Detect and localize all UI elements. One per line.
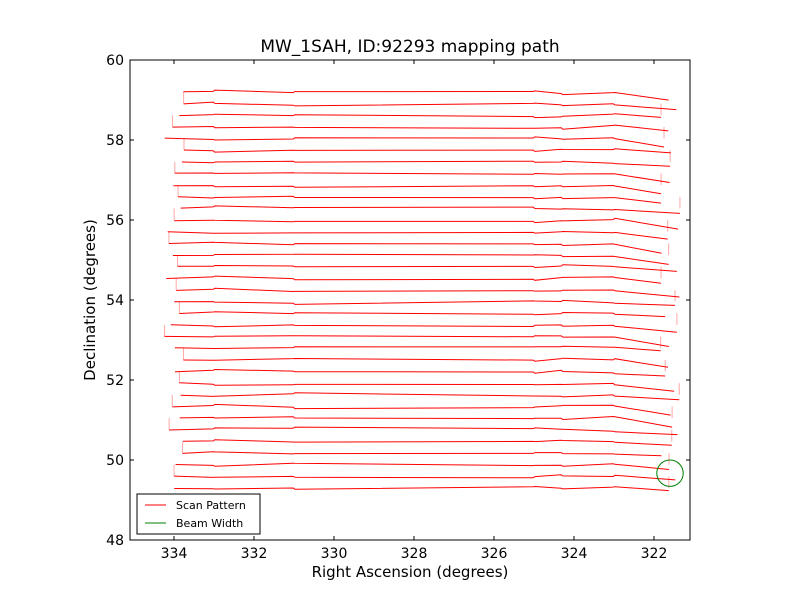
- x-tick-label: 334: [161, 546, 188, 562]
- scan-row: [174, 217, 679, 230]
- y-tick-label: 50: [106, 453, 124, 469]
- scan-row: [179, 113, 662, 119]
- legend-box: [136, 493, 261, 535]
- scan-row: [177, 264, 677, 272]
- y-axis-ticks: 48 50 52 54 56 58 60: [106, 53, 690, 549]
- x-tick-label: 324: [561, 546, 588, 562]
- y-tick-label: 48: [106, 533, 124, 549]
- scan-row: [183, 148, 672, 154]
- scan-row: [174, 299, 676, 306]
- scan-row: [174, 345, 661, 352]
- beam-width-circle: [656, 459, 684, 487]
- beam-width-group: [656, 459, 684, 487]
- scan-row: [164, 136, 665, 148]
- scan-row: [174, 172, 670, 183]
- y-tick-label: 52: [106, 373, 124, 389]
- y-axis-label: Declination (degrees): [81, 219, 99, 381]
- scan-row: [182, 451, 662, 457]
- scan-row: [173, 184, 662, 195]
- scan-row: [179, 311, 666, 318]
- scan-row: [183, 357, 669, 368]
- scan-row: [179, 382, 675, 392]
- scan-row: [168, 241, 662, 254]
- scan-row: [172, 403, 671, 416]
- scan-row: [170, 324, 677, 333]
- scan-row: [172, 253, 669, 265]
- chart-title: MW_1SAH, ID:92293 mapping path: [260, 37, 559, 57]
- scan-row: [182, 439, 672, 446]
- y-tick-label: 58: [106, 133, 124, 149]
- scan-row: [169, 426, 678, 436]
- x-tick-label: 326: [481, 546, 508, 562]
- x-tick-label: 322: [641, 546, 668, 562]
- legend-label-beam-width: Beam Width: [176, 517, 243, 530]
- scan-row: [177, 195, 662, 204]
- scan-row: [167, 230, 668, 240]
- y-tick-label: 54: [106, 293, 124, 309]
- y-tick-label: 60: [106, 53, 124, 69]
- x-tick-label: 332: [241, 546, 268, 562]
- legend-label-scan-pattern: Scan Pattern: [176, 499, 246, 512]
- scan-row: [173, 474, 676, 481]
- scan-row: [183, 101, 677, 111]
- scan-row: [166, 275, 662, 284]
- scan-row: [180, 205, 680, 214]
- scan-row: [174, 485, 669, 492]
- scan-row: [176, 287, 680, 298]
- scan-row: [164, 335, 669, 347]
- scan-pattern-group: [164, 89, 681, 492]
- y-tick-label: 56: [106, 213, 124, 229]
- scan-row: [179, 415, 673, 428]
- scan-row: [183, 89, 669, 101]
- x-axis-ticks: 334 332 330 328 326 324 322: [161, 60, 668, 562]
- scan-row: [172, 124, 669, 132]
- legend: Scan Pattern Beam Width: [136, 493, 261, 535]
- x-axis-label: Right Ascension (degrees): [312, 563, 509, 581]
- scan-row: [181, 160, 671, 167]
- scan-row: [175, 462, 670, 470]
- scan-row: [180, 392, 680, 401]
- x-tick-label: 330: [321, 546, 348, 562]
- scan-row: [174, 368, 666, 377]
- x-tick-label: 328: [401, 546, 428, 562]
